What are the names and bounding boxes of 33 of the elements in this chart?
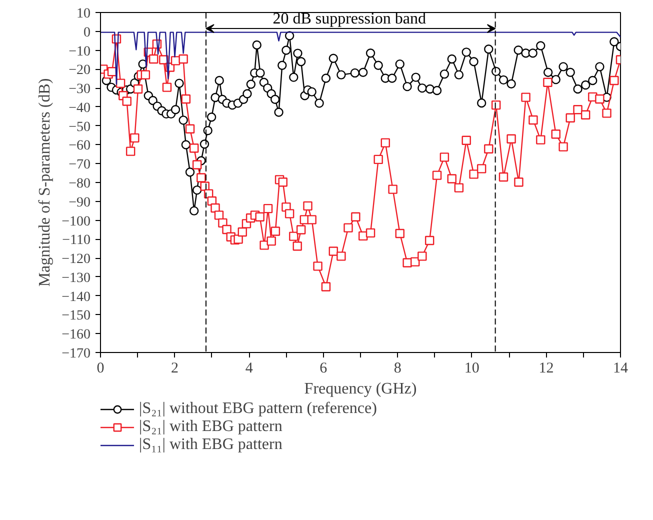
y-tick-label: −100 bbox=[62, 214, 91, 230]
y-tick-label: −160 bbox=[62, 328, 91, 343]
y-tick-label: 0 bbox=[84, 25, 90, 40]
y-tick-label: −120 bbox=[62, 252, 91, 268]
y-tick-label: −10 bbox=[68, 44, 91, 60]
y-tick-label: −130 bbox=[62, 270, 91, 286]
y-tick-label: −70 bbox=[68, 158, 91, 173]
x-tick-label: 0 bbox=[96, 360, 104, 376]
legend-label: |S₁₁| with EBG pattern bbox=[139, 436, 282, 454]
y-tick-label: −140 bbox=[62, 290, 91, 305]
y-tick-label: −150 bbox=[62, 308, 91, 324]
x-tick-label: 12 bbox=[538, 360, 554, 376]
x-tick-label: 2 bbox=[171, 360, 179, 376]
y-tick-label: −80 bbox=[68, 176, 91, 192]
y-tick-label: −60 bbox=[68, 138, 91, 154]
y-tick-label: −30 bbox=[68, 82, 91, 98]
x-tick-label: 8 bbox=[394, 360, 402, 376]
x-tick-label: 10 bbox=[464, 360, 480, 376]
x-tick-label: 14 bbox=[613, 360, 628, 376]
y-tick-label: −110 bbox=[62, 233, 91, 248]
x-tick-label: 4 bbox=[245, 360, 254, 376]
y-tick-label: −170 bbox=[62, 346, 91, 362]
y-tick-label: −40 bbox=[68, 100, 91, 116]
x-axis-title: Frequency (GHz) bbox=[304, 380, 417, 398]
legend-label: |S₂₁| with EBG pattern bbox=[139, 418, 282, 436]
x-tick-label: 6 bbox=[320, 360, 328, 376]
annotation: 20 dB suppression band bbox=[272, 10, 426, 28]
legend-label: |S₂₁| without EBG pattern (reference) bbox=[139, 400, 377, 418]
y-tick-label: −90 bbox=[68, 195, 91, 210]
y-tick-label: 10 bbox=[76, 6, 90, 22]
y-tick-label: −20 bbox=[68, 63, 91, 78]
y-axis-title: Magnitude of S-parameters (dB) bbox=[36, 78, 54, 287]
y-tick-label: −50 bbox=[68, 120, 91, 135]
